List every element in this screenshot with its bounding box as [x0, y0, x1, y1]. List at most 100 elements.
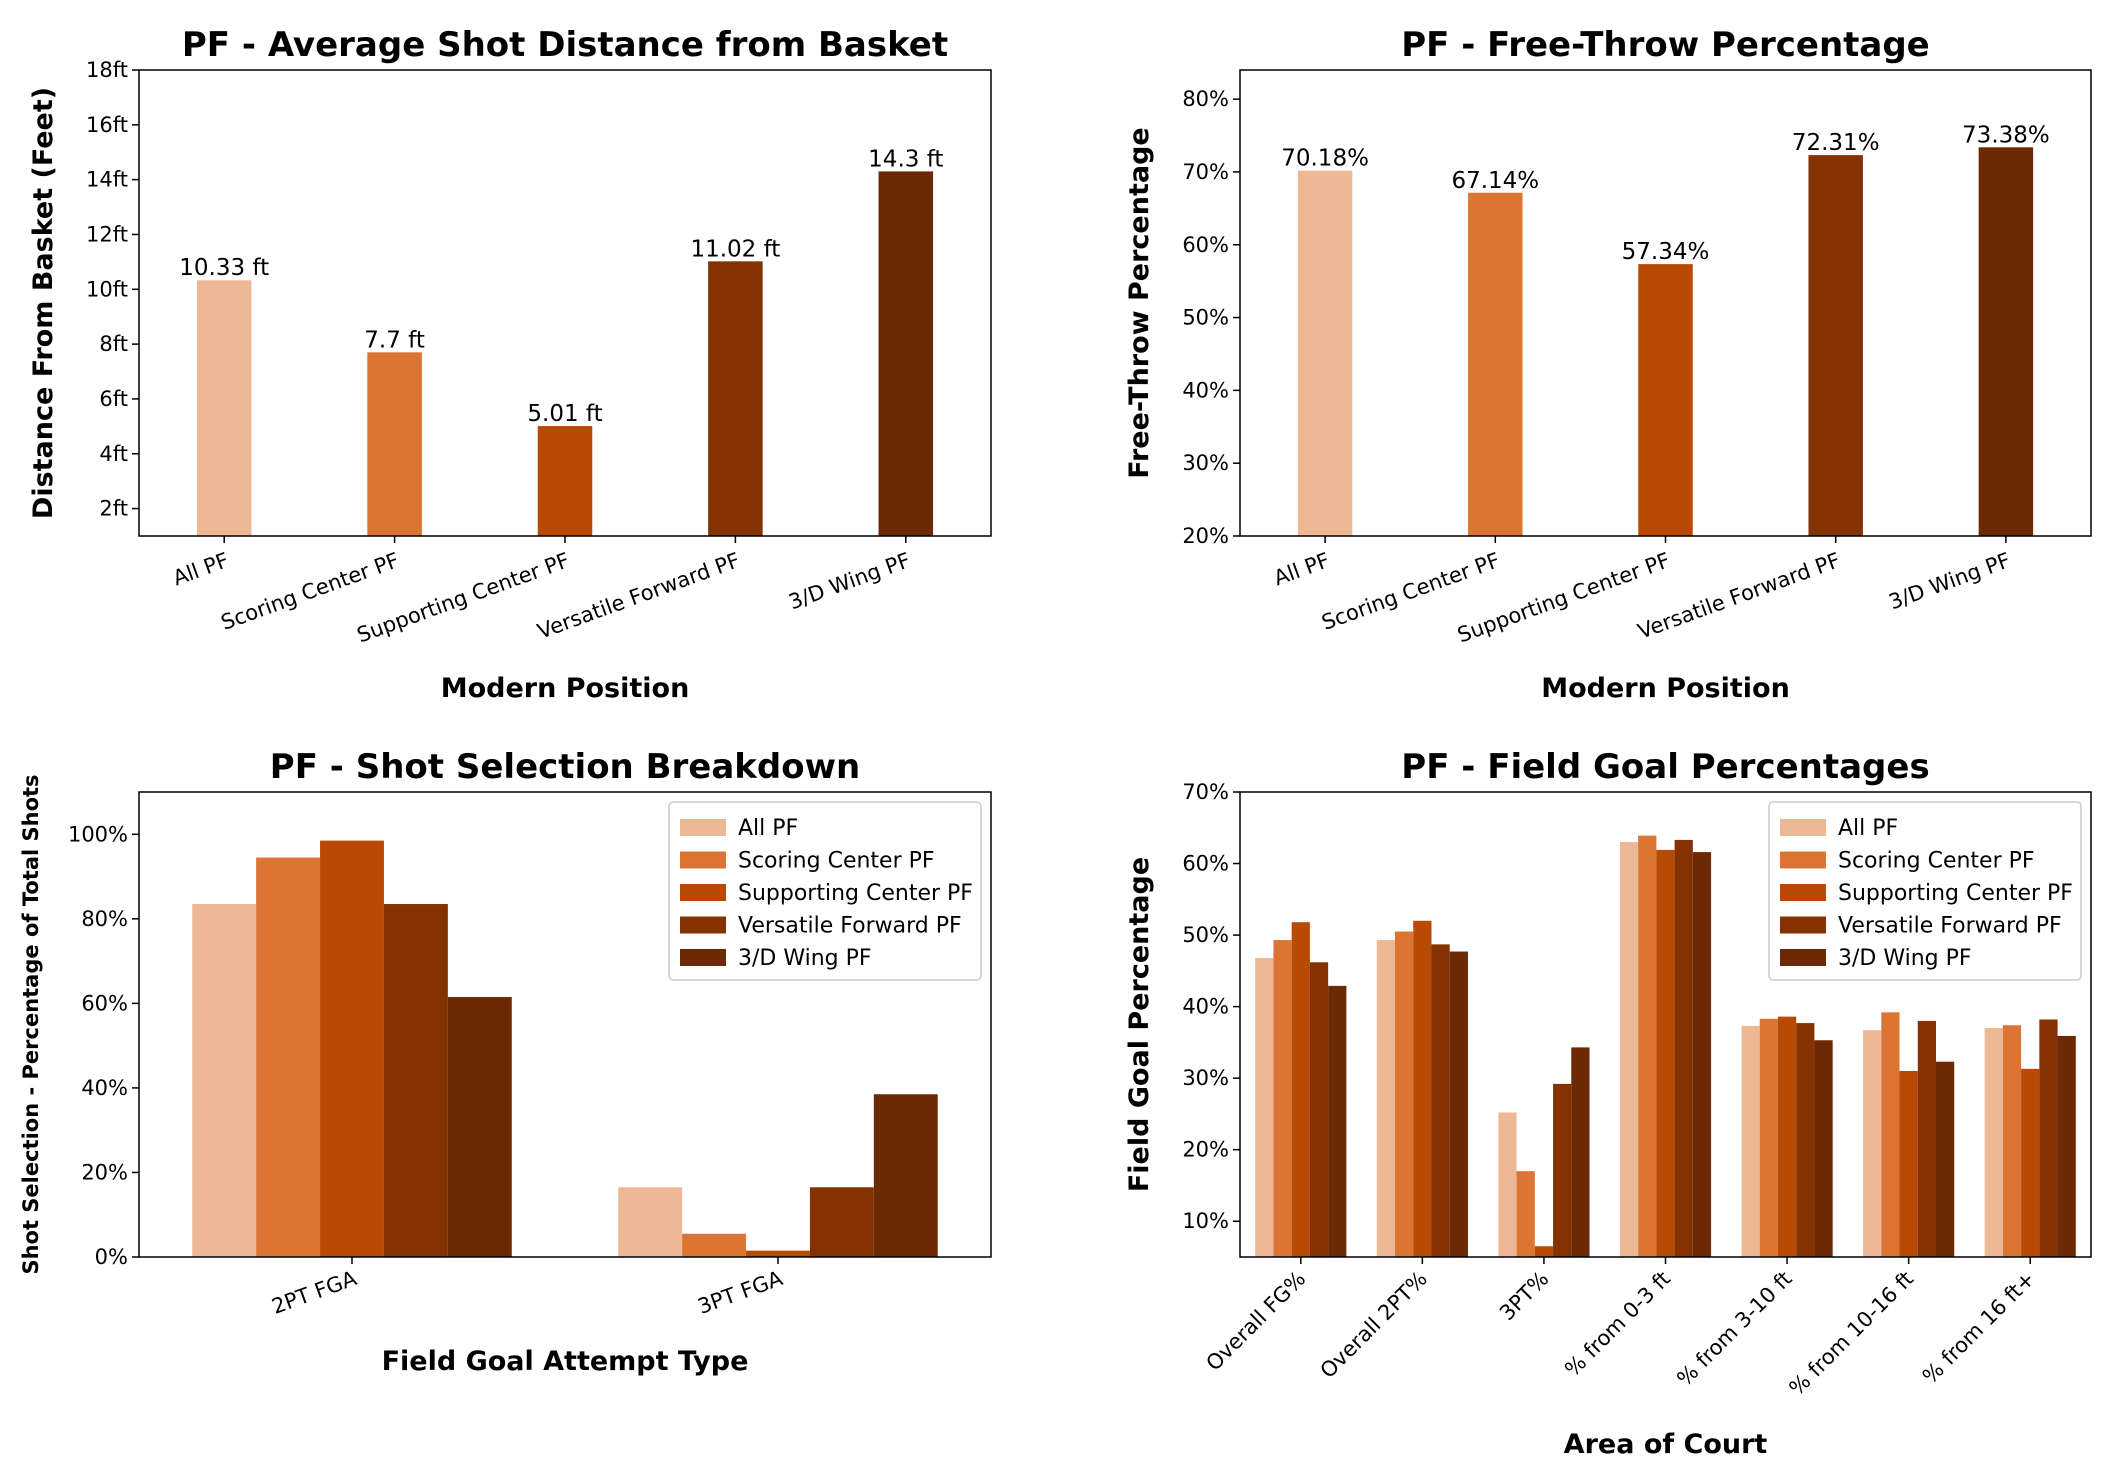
x-tick-label: % from 0-3 ft [1560, 1267, 1675, 1382]
bar [878, 171, 934, 536]
y-tick-label: 6ft [99, 387, 128, 411]
y-axis-label: Distance From Basket (Feet) [28, 87, 59, 519]
bar [1449, 951, 1468, 1257]
x-tick-label: Overall 2PT% [1316, 1267, 1432, 1383]
x-tick-label: 3PT FGA [695, 1266, 787, 1319]
bar [682, 1233, 747, 1257]
legend-swatch [1780, 884, 1826, 901]
data-label: 73.38% [1962, 122, 2050, 148]
y-tick-label: 70% [1182, 160, 1229, 184]
y-tick-label: 18ft [86, 58, 128, 82]
y-tick-label: 2ft [99, 497, 128, 521]
bar [1674, 839, 1693, 1257]
y-tick-label: 30% [1182, 1066, 1229, 1090]
y-tick-label: 60% [1182, 852, 1229, 876]
y-tick-label: 10ft [86, 277, 128, 301]
bar [1273, 940, 1292, 1257]
bar [1692, 852, 1712, 1257]
bar [367, 352, 422, 536]
data-label: 5.01 ft [527, 401, 602, 427]
chart-3: 0% 20% 40% 60% 80% 100% 2PT FGA 3PT FGA PF - Sho… [19, 747, 992, 1377]
bar [809, 1187, 874, 1257]
legend-label: 3/D Wing PF [1838, 946, 1972, 971]
data-label: 70.18% [1281, 146, 1369, 172]
bar [1395, 931, 1414, 1257]
y-axis-label: Free-Throw Percentage [1124, 127, 1155, 478]
bar [537, 426, 593, 536]
bar [192, 904, 257, 1257]
y-tick-label: 30% [1182, 451, 1229, 475]
legend-frame [1768, 801, 2082, 981]
x-tick-label: % from 3-10 ft [1672, 1267, 1796, 1391]
legend-label: 3/D Wing PF [738, 946, 872, 971]
y-axis-label: Shot Selection - Percentage of Total Sho… [19, 774, 43, 1274]
bar [256, 857, 321, 1257]
x-tick-label: 3/D Wing PF [1886, 548, 2014, 614]
bar [447, 997, 512, 1257]
data-label: 72.31% [1792, 130, 1880, 156]
chart-title: PF - Free-Throw Percentage [1401, 25, 1930, 65]
bar [1255, 957, 1274, 1257]
axes-frame [138, 791, 992, 1258]
y-tick-label: 80% [1182, 87, 1229, 111]
bar [1376, 940, 1396, 1257]
legend-swatch [680, 916, 726, 934]
legend-swatch [680, 949, 726, 966]
x-axis-label: Modern Position [1541, 673, 1790, 704]
x-axis-label: Modern Position [441, 673, 690, 704]
bar [1619, 842, 1639, 1257]
bar [1978, 147, 2034, 536]
legend-swatch [1780, 819, 1826, 836]
legend-swatch [1780, 851, 1826, 869]
y-tick-label: 10% [1182, 1209, 1229, 1233]
bar [1431, 944, 1450, 1257]
bar [1328, 985, 1347, 1257]
bar [1553, 1083, 1572, 1257]
bar [1297, 170, 1353, 536]
legend-swatch [680, 884, 726, 901]
bar [1516, 1171, 1535, 1257]
legend-label: Scoring Center PF [738, 849, 935, 874]
data-label: 11.02 ft [690, 236, 780, 262]
bar [196, 280, 252, 536]
y-tick-label: 50% [1182, 923, 1229, 947]
bar [1741, 1025, 1760, 1257]
bar [746, 1250, 810, 1257]
bar [383, 904, 448, 1257]
y-tick-label: 60% [81, 991, 128, 1015]
bar [618, 1187, 683, 1257]
bar [1777, 1016, 1797, 1257]
legend-swatch [680, 851, 726, 869]
legend-label: Versatile Forward PF [1838, 914, 2062, 939]
chart-1: 10.33 ft 7.7 ft 5.01 ft 11.02 ft 14.3 ft 2ft 4… [28, 25, 992, 704]
bar [1881, 1012, 1900, 1257]
bar [1796, 1023, 1815, 1257]
y-tick-label: 4ft [99, 442, 128, 466]
bar [1656, 849, 1675, 1257]
y-tick-label: 20% [81, 1160, 128, 1184]
y-tick-label: 80% [81, 907, 128, 931]
bar [1808, 155, 1863, 537]
y-tick-label: 50% [1182, 306, 1229, 330]
legend: All PF Scoring Center PF Supporting Center… [668, 801, 982, 981]
data-label: 67.14% [1451, 168, 1539, 194]
y-tick-label: 60% [1182, 233, 1229, 257]
y-tick-label: 14ft [86, 168, 128, 192]
bar [1984, 1028, 2003, 1257]
y-tick-label: 12ft [86, 222, 128, 246]
data-label: 14.3 ft [868, 146, 943, 172]
x-tick-label: 3PT% [1495, 1267, 1554, 1326]
y-tick-label: 40% [1182, 378, 1229, 402]
bar [1498, 1112, 1517, 1257]
y-tick-label: 40% [81, 1076, 128, 1100]
legend-label: All PF [1838, 816, 1898, 841]
chart-2: 70.18% 67.14% 57.34% 72.31% 73.38% 20% 30% 40% 5… [1124, 25, 2092, 704]
legend: All PF Scoring Center PF Supporting Center… [1768, 801, 2082, 981]
legend-label: All PF [738, 816, 798, 841]
data-label: 57.34% [1622, 239, 1710, 265]
bar [2039, 1019, 2058, 1257]
data-label: 7.7 ft [364, 327, 425, 353]
bar [1309, 962, 1329, 1257]
x-axis-label: Area of Court [1564, 1429, 1768, 1460]
bar [1935, 1061, 1955, 1257]
